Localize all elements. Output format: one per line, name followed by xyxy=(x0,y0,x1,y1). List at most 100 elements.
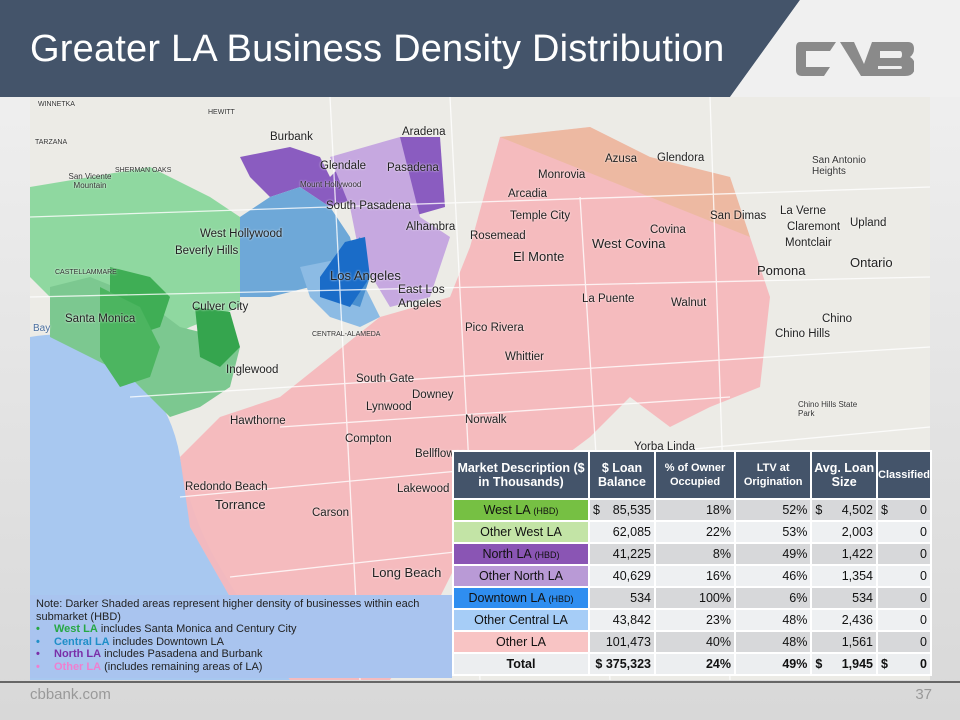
map-label: San Vicente Mountain xyxy=(68,172,112,190)
note-item-text: includes Pasadena and Burbank xyxy=(101,648,263,660)
table-cell: 534 xyxy=(812,588,876,608)
total-balance: $ 375,323 xyxy=(590,654,654,674)
other-la-region xyxy=(180,127,770,680)
market-cell: Downtown LA (HBD) xyxy=(454,588,588,608)
col-classified: Classified xyxy=(878,452,930,498)
note-item-text: includes Downtown LA xyxy=(109,635,224,648)
ltv-cell: 48% xyxy=(736,632,811,652)
table-cell: 2,436 xyxy=(812,610,876,630)
ltv-cell: 46% xyxy=(736,566,811,586)
table-row: Other West LA 62,085 22% 53% 2,003 0 xyxy=(454,522,930,542)
map-label: Burbank xyxy=(270,131,313,143)
table-row: Other Central LA 43,842 23% 48% 2,436 0 xyxy=(454,610,930,630)
west-la-hbd-3 xyxy=(195,307,240,367)
map-label: TARZANA xyxy=(35,139,68,146)
table-cell: $0 xyxy=(878,654,930,674)
map-label: Chino Hills xyxy=(775,328,830,340)
table-cell: $1,945 xyxy=(812,654,876,674)
other-north-la-region xyxy=(330,137,450,307)
note-item-name: West LA xyxy=(54,623,98,635)
map-label: Claremont xyxy=(787,221,841,233)
map-label: South Pasadena xyxy=(326,200,412,212)
map-label: South Gate xyxy=(356,373,415,385)
footer-divider xyxy=(0,681,960,683)
col-ltv: LTV at Origination xyxy=(736,452,811,498)
ocean xyxy=(30,334,290,680)
map-label: Culver City xyxy=(192,301,249,313)
map-label: Upland xyxy=(850,217,887,229)
map-label: Bay xyxy=(33,323,51,334)
note-item-name: Other LA xyxy=(54,660,102,673)
map-label: East Los Angeles xyxy=(398,282,445,310)
ltv-cell: 53% xyxy=(736,522,811,542)
bullet: • xyxy=(36,660,40,673)
total-owner: 24% xyxy=(656,654,734,674)
map-label: Beverly Hills xyxy=(175,245,239,257)
map-label: Chino xyxy=(822,313,853,325)
map-label: Walnut xyxy=(671,297,707,309)
table-cell: $4,502 xyxy=(812,500,876,520)
table-header-row: Market Description ($ in Thousands) $ Lo… xyxy=(454,452,930,498)
map-label: Chino Hills State Park xyxy=(798,400,858,418)
map-label: Arcadia xyxy=(508,188,547,200)
market-cell: Other West LA xyxy=(454,522,588,542)
bullet: • xyxy=(36,635,40,648)
map-label: HEWITT xyxy=(208,109,235,116)
map-label: Ontario xyxy=(850,255,893,270)
map-label: La Verne xyxy=(780,205,827,217)
map-label: Covina xyxy=(650,224,686,236)
owner-cell: 23% xyxy=(656,610,734,630)
table-cell: 2,003 xyxy=(812,522,876,542)
table-cell: 534 xyxy=(590,588,654,608)
note-item-central: • Central LA includes Downtown LA xyxy=(36,636,446,649)
note-item-name: North LA xyxy=(54,648,102,660)
note-list: • West LA includes Santa Monica and Centu… xyxy=(36,623,446,673)
table-row: West LA (HBD) $85,535 18% 52% $4,502 $0 xyxy=(454,500,930,520)
ltv-cell: 48% xyxy=(736,610,811,630)
col-market: Market Description ($ in Thousands) xyxy=(454,452,588,498)
total-ltv: 49% xyxy=(736,654,811,674)
map-label: SHERMAN OAKS xyxy=(115,167,172,174)
map-label: Pomona xyxy=(757,263,806,278)
note-item-name: Central LA xyxy=(54,635,110,648)
map-label: Mount Hollywood xyxy=(300,180,362,189)
map-label: Azusa xyxy=(605,153,637,165)
map-label: Santa Monica xyxy=(65,313,136,325)
map-label: Rosemead xyxy=(470,230,526,242)
map-label: Lakewood xyxy=(397,483,450,495)
loan-table: Market Description ($ in Thousands) $ Lo… xyxy=(452,450,932,676)
note-item-west: • West LA includes Santa Monica and Centu… xyxy=(36,623,446,636)
market-cell: Other North LA xyxy=(454,566,588,586)
map-label: West Hollywood xyxy=(200,228,283,240)
note-item-text: (includes remaining areas of LA) xyxy=(101,660,263,673)
map-label: El Monte xyxy=(513,249,565,264)
market-cell: West LA (HBD) xyxy=(454,500,588,520)
map-label: Alhambra xyxy=(406,221,456,233)
map-label: WINNETKA xyxy=(38,101,75,108)
table-row: North LA (HBD) 41,225 8% 49% 1,422 0 xyxy=(454,544,930,564)
table-body: West LA (HBD) $85,535 18% 52% $4,502 $0 Other … xyxy=(454,500,930,674)
table-total-row: Total $ 375,323 24% 49% $1,945 $0 xyxy=(454,654,930,674)
table-cell: 43,842 xyxy=(590,610,654,630)
ltv-cell: 49% xyxy=(736,544,811,564)
market-cell: North LA (HBD) xyxy=(454,544,588,564)
map-label: Temple City xyxy=(510,210,571,222)
owner-cell: 18% xyxy=(656,500,734,520)
cvb-logo xyxy=(796,42,914,76)
map-label: San Dimas xyxy=(710,210,767,222)
footer-site: cbbank.com xyxy=(30,686,111,703)
ltv-cell: 52% xyxy=(736,500,811,520)
map-label: Whittier xyxy=(505,351,544,363)
page-title: Greater LA Business Density Distribution xyxy=(30,28,725,70)
map-label: Pasadena xyxy=(387,162,439,174)
table-cell: 0 xyxy=(878,522,930,542)
west-la-hbd-2 xyxy=(100,287,160,387)
table-cell: 0 xyxy=(878,566,930,586)
owner-cell: 22% xyxy=(656,522,734,542)
table-cell: 101,473 xyxy=(590,632,654,652)
map-label: Monrovia xyxy=(538,169,586,181)
table-cell: 0 xyxy=(878,632,930,652)
map-label: Redondo Beach xyxy=(185,481,268,493)
col-owner: % of Owner Occupied xyxy=(656,452,734,498)
map-label: Aradena xyxy=(402,126,446,138)
